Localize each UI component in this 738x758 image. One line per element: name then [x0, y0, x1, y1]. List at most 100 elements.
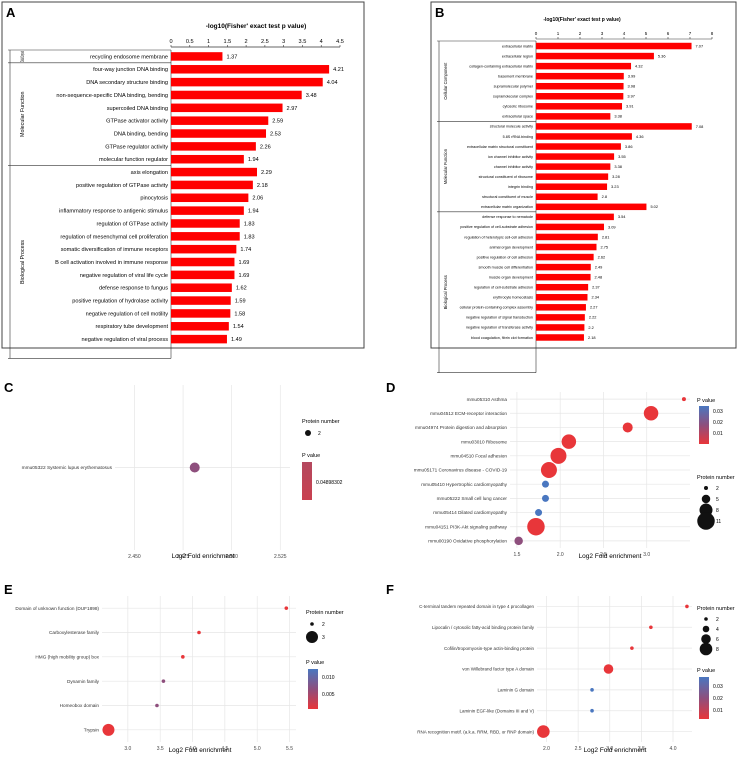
panel-f-category-label: Laminin G domain [497, 688, 534, 693]
panel-d-x-tick-label: 3.0 [643, 552, 650, 558]
panel-d-point [643, 406, 659, 421]
panel-b-tick-label: 3 [601, 31, 604, 36]
panel-f: C-terminal tandem repeated domain in typ… [417, 596, 735, 754]
panel-a-bar-value: 1.94 [248, 157, 259, 163]
panel-f-point [630, 646, 634, 650]
panel-a-bar [171, 283, 232, 292]
panel-e-size-legend-label: 2 [322, 622, 325, 628]
panel-a-bar [171, 309, 231, 318]
panel-b-bar-value: 2.18 [588, 335, 596, 340]
panel-a-tick-label: 4 [320, 39, 323, 45]
panel-b-bar-label: channel inhibitor activity [494, 165, 533, 169]
panel-a-bar-label: respiratory tube development [96, 324, 169, 330]
panel-b-bar-value: 2.8 [602, 194, 607, 199]
panel-a-bar [171, 232, 240, 241]
panel-d-point [541, 480, 549, 488]
panel-b-tick-label: 8 [711, 31, 714, 36]
panel-a-bar [171, 167, 258, 177]
panel-d-size-legend-title: Protein number [697, 475, 735, 481]
panel-d-category-label: mmu04151 PI3K-Akt signaling pathway [425, 524, 507, 529]
panel-a-bar [171, 257, 235, 267]
panel-a-bar-value: 2.53 [270, 131, 281, 137]
panel-a-bar [171, 334, 227, 344]
panel-b-bar [536, 213, 614, 221]
panel-b-bar-value: 3.38 [614, 114, 622, 119]
panel-b-tick-label: 7 [689, 31, 692, 36]
panel-e-point [181, 655, 185, 659]
panel-a-bar-label: inflammatory response to antigenic stimu… [59, 209, 168, 215]
panel-b-tick-label: 2 [579, 31, 582, 36]
panel-f-size-legend-label: 4 [716, 627, 719, 633]
panel-a-bar-value: 1.62 [236, 286, 247, 292]
panel-d-size-legend-dot [704, 486, 708, 490]
panel-b-bar [536, 283, 589, 291]
panel-a-bar-value: 2.97 [287, 106, 298, 112]
panel-d-color-legend-title: P value [697, 398, 715, 404]
panel-b-bar [536, 173, 609, 180]
panel-e-size-legend-label: 3 [322, 635, 325, 641]
panel-f-size-legend-label: 2 [716, 617, 719, 623]
panel-e-x-tick-label: 5.5 [286, 746, 293, 752]
panel-a-bar-label: B cell activation involved in immune res… [55, 260, 168, 266]
panel-f-size-legend-label: 6 [716, 637, 719, 643]
panel-f-size-legend-dot [704, 617, 708, 621]
panel-b-bar-label: structural molecule activity [490, 125, 533, 129]
panel-c-size-legend-title: Protein number [302, 419, 340, 425]
panel-a: -log10(Fisher' exact test p value) 0 0.5 1… [8, 23, 344, 359]
panel-c-size-legend-dot [305, 430, 311, 436]
panel-b-bar-label: ion channel inhibitor activity [488, 155, 533, 159]
panel-b-bar-value: 2.49 [595, 264, 603, 269]
panel-a-tick-label: 3 [282, 39, 285, 45]
panel-a-bar-label: GTPase activator activity [106, 119, 168, 125]
panel-a-bar-label: four-way junction DNA binding [93, 67, 168, 73]
panel-d-category-label: mmu04510 Focal adhesion [450, 454, 507, 459]
panel-a-bar [171, 142, 256, 151]
panel-d-point [535, 509, 543, 517]
panel-b-bar [536, 324, 585, 331]
panel-b-bar-value: 7.08 [696, 124, 704, 129]
panel-f-color-bar [699, 677, 709, 719]
panel-b-bar-value: 3.54 [618, 214, 626, 219]
panel-b-bar-value: 7.07 [696, 43, 704, 48]
panel-d-color-legend-label: 0.01 [713, 431, 723, 437]
panel-e-xlabel: Log2 Fold enrichment [169, 747, 232, 754]
panel-a-frame [1, 1, 365, 349]
panel-e-category-label: Trypsin [84, 728, 100, 733]
panel-b-bar [536, 52, 654, 60]
panel-b-bar-value: 3.23 [611, 184, 619, 189]
panel-d-color-legend-label: 0.02 [713, 420, 723, 426]
panel-a-bar-label: negative regulation of viral life cycle [80, 273, 168, 279]
panel-f-point [590, 708, 594, 713]
panel-b-bar [536, 93, 624, 100]
panel-d-category-label: mmu05310 Asthma [467, 397, 508, 402]
panel-b-bar-label: cellular protein-containing complex asse… [460, 306, 534, 310]
panel-a-bar [171, 206, 244, 215]
panel-b-bar-value: 4.32 [635, 63, 643, 68]
panel-b-bar-label: regulation of heterotypic cell-cell adhe… [464, 235, 533, 239]
panel-e-point [161, 679, 166, 683]
panel-a-bar-value: 2.26 [260, 144, 271, 150]
panel-b-bar [536, 133, 632, 140]
panel-b-bar [536, 123, 692, 130]
panel-d-color-bar [699, 406, 709, 444]
panel-f-category-label: C-terminal tandem repeated domain in typ… [419, 604, 534, 609]
panel-e-x-tick-label: 3.5 [157, 746, 164, 752]
panel-d-category-label: mmu00190 Oxidative phosphorylation [428, 539, 507, 544]
panel-f-size-legend-dot [699, 642, 713, 656]
panel-b-bar-label: supramolecular complex [493, 95, 533, 99]
panel-d-letter: D [386, 380, 395, 395]
panel-b-bar-label: extracellular matrix [502, 44, 533, 48]
panel-b-bar-label: defense response to nematode [482, 215, 533, 219]
panel-b-bar [536, 113, 611, 120]
panel-b-bar [536, 334, 584, 341]
panel-d: mmu05310 Asthma mmu04512 ECM-receptor int… [414, 392, 735, 560]
panel-e-x-tick-label: 3.0 [124, 746, 131, 752]
panel-a-bar-label: positive regulation of hydrolase activit… [72, 299, 168, 305]
panel-f-x-tick-label: 2.0 [543, 746, 550, 752]
panel-c: mmu05322 Systemic lupus erythematosus 2.… [22, 385, 343, 560]
panel-a-bar-label: positive regulation of GTPase activity [76, 183, 168, 189]
panel-b-bar-value: 2.27 [590, 305, 598, 310]
panel-a-tick-label: 1.5 [223, 39, 231, 45]
panel-f-x-tick-label: 3.5 [638, 746, 645, 752]
